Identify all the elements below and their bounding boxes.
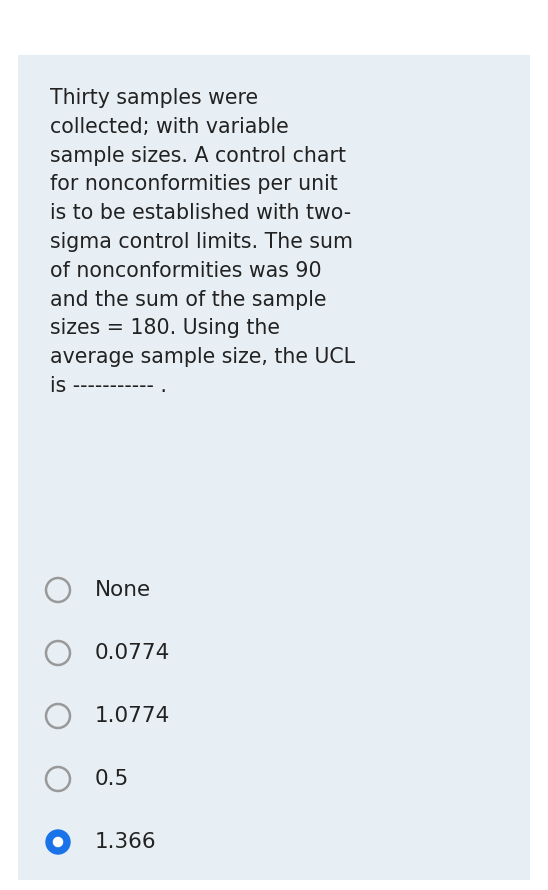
Text: 0.0774: 0.0774: [95, 643, 170, 663]
Text: Thirty samples were
collected; with variable
sample sizes. A control chart
for n: Thirty samples were collected; with vari…: [50, 88, 355, 396]
Text: 1.0774: 1.0774: [95, 706, 170, 726]
Text: 0.5: 0.5: [95, 769, 129, 789]
Text: 1.366: 1.366: [95, 832, 157, 852]
Circle shape: [46, 830, 70, 854]
Circle shape: [54, 837, 62, 846]
Text: None: None: [95, 580, 151, 600]
FancyBboxPatch shape: [18, 55, 530, 880]
